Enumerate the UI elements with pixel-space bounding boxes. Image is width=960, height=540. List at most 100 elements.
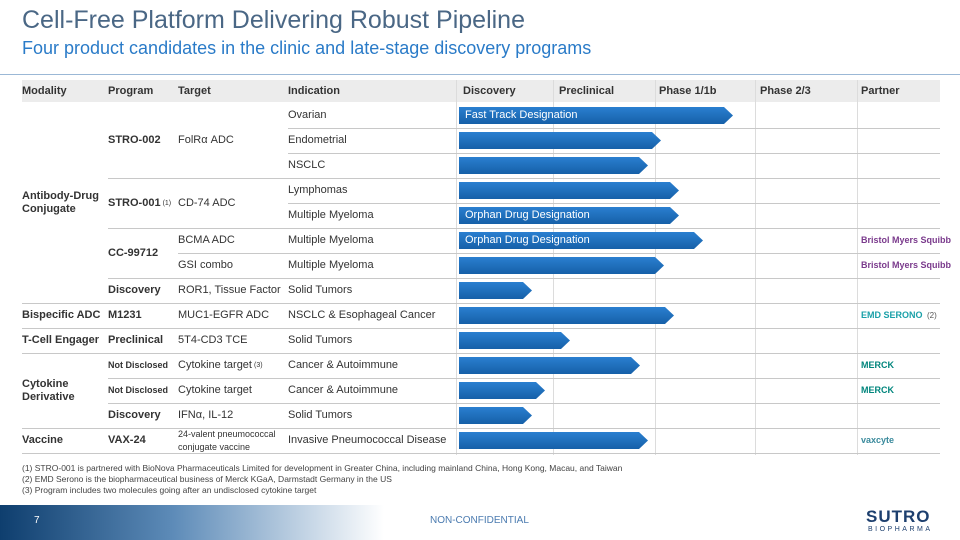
indication: Multiple Myeloma	[288, 234, 374, 246]
row-divider	[288, 203, 940, 204]
subtitle: Four product candidates in the clinic an…	[22, 38, 592, 58]
program: Not Disclosed	[108, 378, 178, 403]
divider	[0, 74, 960, 75]
column-header: Phase 1/1b	[659, 85, 717, 97]
program: VAX-24	[108, 428, 178, 453]
program: Discovery	[108, 403, 178, 428]
pipeline-bar	[459, 132, 661, 149]
modality: Cytokine Derivative	[22, 377, 75, 403]
row-divider	[22, 303, 940, 304]
program: Discovery	[108, 278, 178, 303]
column-divider	[456, 80, 457, 455]
program-text: CC-99712	[108, 246, 159, 259]
program-text: VAX-24	[108, 434, 146, 446]
page-number: 7	[34, 515, 40, 526]
column-header: Program	[108, 85, 154, 97]
target-text: CD-74 ADC	[178, 196, 236, 209]
partner-logo: EMD SERONO	[861, 310, 923, 320]
header-row	[22, 80, 940, 102]
program-text: STRO-001	[108, 196, 161, 209]
program-text: M1231	[108, 309, 142, 321]
designation: Orphan Drug Designation	[465, 209, 590, 221]
row-divider	[22, 353, 940, 354]
pipeline-bar	[459, 332, 570, 349]
column-header: Preclinical	[559, 85, 615, 97]
row-divider	[108, 403, 940, 404]
column-header: Target	[178, 85, 211, 97]
program-text: Discovery	[108, 284, 161, 296]
row-divider	[22, 428, 940, 429]
pipeline-bar: Orphan Drug Designation	[459, 232, 703, 249]
indication: Cancer & Autoimmune	[288, 359, 399, 371]
column-header: Discovery	[463, 85, 516, 97]
footnote: (1) STRO-001 is partnered with BioNova P…	[22, 463, 623, 473]
pipeline-bar	[459, 432, 648, 449]
pipeline-bar	[459, 407, 532, 424]
footnote: (3) Program includes two molecules going…	[22, 485, 317, 495]
column-header: Modality	[22, 85, 67, 97]
target-text: 5T4-CD3 TCE	[178, 334, 248, 346]
column-divider	[857, 80, 858, 455]
row-divider	[22, 453, 940, 454]
partner-logo: MERCK	[861, 360, 894, 370]
target-text: GSI combo	[178, 259, 234, 271]
row-divider	[108, 178, 940, 179]
row-divider	[178, 253, 940, 254]
designation: Fast Track Designation	[465, 109, 578, 121]
target: ROR1, Tissue Factor	[178, 278, 286, 303]
title: Cell-Free Platform Delivering Robust Pip…	[22, 6, 525, 34]
program: Not Disclosed	[108, 353, 178, 378]
row-divider	[108, 228, 940, 229]
indication: Lymphomas	[288, 184, 348, 196]
program-text: Not Disclosed	[108, 385, 169, 395]
column-header: Partner	[861, 85, 900, 97]
pipeline-bar	[459, 357, 640, 374]
program-text: STRO-002	[108, 134, 161, 146]
modality: T-Cell Engager	[22, 334, 100, 346]
indication: Solid Tumors	[288, 284, 353, 296]
partner-logo: Bristol Myers Squibb	[861, 235, 952, 245]
pipeline-bar	[459, 157, 648, 174]
pipeline-bar	[459, 307, 674, 324]
row-divider	[108, 378, 940, 379]
target: FolRα ADC	[178, 103, 286, 178]
pipeline-bar: Fast Track Designation	[459, 107, 733, 124]
target: Cytokine target (3)	[178, 353, 286, 378]
target: MUC1-EGFR ADC	[178, 303, 286, 328]
row-divider	[108, 278, 940, 279]
logo-name: SUTRO	[866, 507, 931, 526]
program: STRO-002	[108, 103, 178, 178]
modality: Vaccine	[22, 434, 63, 446]
target: BCMA ADC	[178, 228, 286, 253]
pipeline-bar	[459, 282, 532, 299]
indication: Ovarian	[288, 109, 327, 121]
program-text: Not Disclosed	[108, 360, 169, 370]
designation: Orphan Drug Designation	[465, 234, 590, 246]
target-text: 24-valent pneumococcal conjugate vaccine	[178, 428, 276, 452]
target-text: Cytokine target	[178, 384, 252, 396]
program-text: Preclinical	[108, 334, 164, 346]
target-text: IFNα, IL-12	[178, 409, 234, 421]
target-text: BCMA ADC	[178, 234, 235, 246]
footer-band	[0, 505, 960, 540]
indication: Invasive Pneumococcal Disease	[288, 434, 447, 446]
indication: NSCLC	[288, 159, 326, 171]
indication: Endometrial	[288, 134, 347, 146]
partner-note: (2)	[927, 311, 937, 320]
program-text: Discovery	[108, 409, 161, 421]
target-text: FolRα ADC	[178, 134, 234, 146]
partner-logo: MERCK	[861, 385, 894, 395]
logo-sub: BIOPHARMA	[868, 526, 933, 533]
program: M1231	[108, 303, 178, 328]
row-divider	[288, 153, 940, 154]
row-divider	[288, 128, 940, 129]
indication: Solid Tumors	[288, 334, 353, 346]
target: IFNα, IL-12	[178, 403, 286, 428]
modality: Antibody-Drug Conjugate	[22, 190, 99, 215]
partner-logo: Bristol Myers Squibb	[861, 260, 952, 270]
footnote: (2) EMD Serono is the biopharmaceutical …	[22, 474, 392, 484]
program: STRO-001 (1)	[108, 178, 178, 228]
target-note: (3)	[253, 362, 263, 369]
pipeline-bar	[459, 182, 679, 199]
